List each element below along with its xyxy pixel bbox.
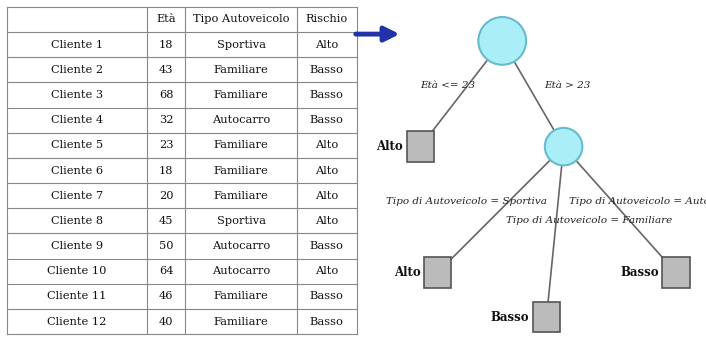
- Text: 50: 50: [159, 241, 173, 251]
- Text: Tipo di Autoveicolo = Familiare: Tipo di Autoveicolo = Familiare: [506, 216, 672, 225]
- Text: Cliente 7: Cliente 7: [51, 191, 103, 201]
- Text: Cliente 8: Cliente 8: [51, 216, 103, 226]
- Text: Familiare: Familiare: [214, 90, 268, 100]
- Text: 18: 18: [159, 40, 173, 49]
- Text: Cliente 4: Cliente 4: [51, 115, 103, 125]
- Text: Età <= 23: Età <= 23: [420, 81, 475, 90]
- Text: Tipo di Autoveicolo = Sportiva: Tipo di Autoveicolo = Sportiva: [386, 197, 547, 206]
- Text: 45: 45: [159, 216, 173, 226]
- Text: Alto: Alto: [315, 191, 338, 201]
- Text: 46: 46: [159, 292, 173, 301]
- Text: Basso: Basso: [491, 311, 530, 324]
- Text: 18: 18: [159, 165, 173, 176]
- Text: Cliente 1: Cliente 1: [51, 40, 103, 49]
- Text: 64: 64: [159, 266, 173, 276]
- Text: Alto: Alto: [394, 266, 420, 279]
- Text: Sportiva: Sportiva: [217, 40, 265, 49]
- Text: 68: 68: [159, 90, 173, 100]
- Text: Alto: Alto: [315, 40, 338, 49]
- Text: 43: 43: [159, 65, 173, 75]
- Text: Cliente 9: Cliente 9: [51, 241, 103, 251]
- Text: Basso: Basso: [310, 316, 344, 327]
- Text: 23: 23: [159, 140, 173, 150]
- Bar: [407, 131, 434, 162]
- Text: Familiare: Familiare: [214, 165, 268, 176]
- Text: Cliente 5: Cliente 5: [51, 140, 103, 150]
- Text: 20: 20: [159, 191, 173, 201]
- Text: Familiare: Familiare: [214, 292, 268, 301]
- Circle shape: [479, 17, 526, 65]
- Text: Autocarro: Autocarro: [212, 241, 270, 251]
- Text: Tipo Autoveicolo: Tipo Autoveicolo: [193, 14, 289, 25]
- Text: Autocarro: Autocarro: [212, 266, 270, 276]
- Text: Alto: Alto: [315, 165, 338, 176]
- Text: Alto: Alto: [315, 216, 338, 226]
- Text: Cliente 11: Cliente 11: [47, 292, 107, 301]
- Text: Basso: Basso: [621, 266, 659, 279]
- Text: Cliente 10: Cliente 10: [47, 266, 107, 276]
- Text: Familiare: Familiare: [214, 65, 268, 75]
- Text: Alto: Alto: [315, 140, 338, 150]
- Text: Familiare: Familiare: [214, 140, 268, 150]
- Text: 32: 32: [159, 115, 173, 125]
- Text: Familiare: Familiare: [214, 316, 268, 327]
- Text: Sportiva: Sportiva: [217, 216, 265, 226]
- Text: Basso: Basso: [310, 241, 344, 251]
- Text: Autocarro: Autocarro: [212, 115, 270, 125]
- Bar: [662, 257, 690, 288]
- Text: Alto: Alto: [376, 140, 403, 153]
- Text: Età > 23: Età > 23: [544, 81, 590, 90]
- Text: Rischio: Rischio: [306, 14, 348, 25]
- Text: Cliente 2: Cliente 2: [51, 65, 103, 75]
- Text: Basso: Basso: [310, 115, 344, 125]
- Text: 40: 40: [159, 316, 173, 327]
- Bar: [424, 257, 451, 288]
- Text: Cliente 12: Cliente 12: [47, 316, 107, 327]
- Text: Cliente 3: Cliente 3: [51, 90, 103, 100]
- Text: Cliente 6: Cliente 6: [51, 165, 103, 176]
- Text: Età: Età: [156, 14, 176, 25]
- Text: Basso: Basso: [310, 292, 344, 301]
- Text: Basso: Basso: [310, 65, 344, 75]
- Text: Familiare: Familiare: [214, 191, 268, 201]
- Circle shape: [545, 128, 582, 165]
- Bar: [533, 302, 560, 332]
- Text: Alto: Alto: [315, 266, 338, 276]
- Text: Tipo di Autoveicolo = Autocarro: Tipo di Autoveicolo = Autocarro: [570, 197, 706, 206]
- Text: Basso: Basso: [310, 90, 344, 100]
